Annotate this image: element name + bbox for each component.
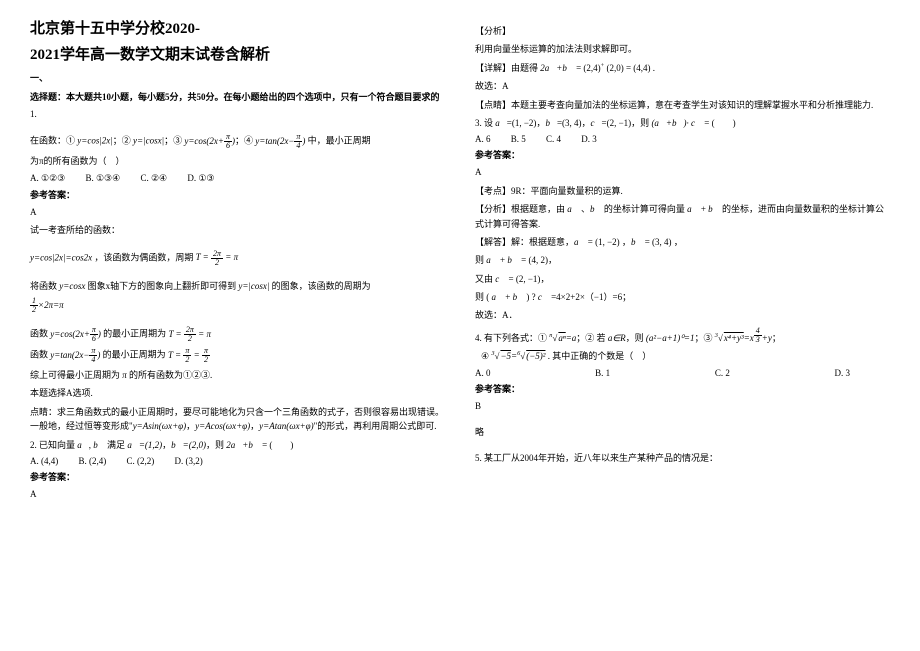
q1-exp3: 将函数 y=cosx 图象x轴下方的图象向上翻折即可得到 y=|cosx| 的图… — [30, 279, 445, 293]
q1-answer: A — [30, 205, 445, 219]
q3-exp-a: 【考点】9R：平面向量数量积的运算. — [475, 184, 890, 198]
doc-title-1: 北京第十五中学分校2020- — [30, 20, 445, 40]
q4-opt-a: A. 0 — [475, 368, 491, 378]
q2-exp-b: 利用向量坐标运算的加法法则求解即可。 — [475, 42, 890, 56]
q3-exp-d: 则 a⃗ + b⃗ = (4, 2)， — [475, 253, 890, 267]
q4-opt-c: C. 2 — [715, 368, 730, 378]
q1-line1: 在函数：① y=cos|2x|；② y=|cosx|；③ y=cos(2x+π6… — [30, 133, 445, 150]
doc-title-2: 2021学年高一数学文期末试卷含解析 — [30, 46, 445, 66]
q1-exp9: 点睛：求三角函数式的最小正周期时，要尽可能地化为只含一个三角函数的式子，否则很容… — [30, 405, 445, 434]
q1-options: A. ①②③ B. ①③④ C. ②④ D. ①③ — [30, 173, 445, 184]
q3-stem: 3. 设 a⃗=(1, −2)，b⃗=(3, 4)，c⃗=(2, −1)，则 (… — [475, 116, 890, 130]
q1-opt-b: B. ①③④ — [85, 173, 120, 184]
q2-answer: A — [30, 487, 445, 501]
q1-line2: 为π的所有函数为（ ） — [30, 154, 445, 168]
q3-answer: A — [475, 165, 890, 179]
page-body: 北京第十五中学分校2020- 2021学年高一数学文期末试卷含解析 一、 选择题… — [30, 20, 890, 505]
q3-exp-f: 则 ( a⃗ + b⃗ ) ? c⃗ =4×2+2×（−1）=6； — [475, 290, 890, 304]
q4-options: A. 0 B. 1 C. 2 D. 3 — [475, 368, 890, 378]
q2-stem: 2. 已知向量 a⃗, b⃗ 满足 a⃗=(1,2)，b⃗=(2,0)，则 2a… — [30, 438, 445, 452]
q1-opt-a: A. ①②③ — [30, 173, 65, 184]
q2-options: A. (4,4) B. (2,4) C. (2,2) D. (3,2) — [30, 456, 445, 466]
section-1-b: 选择题：本大题共10小题，每小题5分，共50分。在每小题给出的四个选项中，只有一… — [30, 90, 445, 103]
q4-stem-b: ④ 3√−5=6√(−5)² . 其中正确的个数是（ ） — [481, 349, 890, 363]
q3-opt-a: A. 6 — [475, 134, 491, 144]
q3-opt-b: B. 5 — [511, 134, 526, 144]
q2-exp-a: 【分析】 — [475, 24, 890, 38]
q4-stem-a: 4. 有下列各式：① n√aⁿ=a；② 若 a∈R，则 (a²−a+1)⁰=1；… — [475, 327, 890, 345]
q2-exp-c: 【详解】由题得 2a⃗+b⃗ = (2,4)+ (2,0) = (4,4) . — [475, 61, 890, 75]
q1-exp7: 综上可得最小正周期为 π 的所有函数为①②③. — [30, 368, 445, 382]
q3-opt-c: C. 4 — [546, 134, 561, 144]
q2-opt-d: D. (3,2) — [175, 456, 203, 466]
section-1-a: 一、 — [30, 71, 445, 84]
q2-opt-b: B. (2,4) — [79, 456, 107, 466]
q1-exp2: y=cos|2x|=cos2x ，该函数为偶函数，周期 T = 2π2 = π — [30, 250, 445, 267]
q4-ans-label: 参考答案： — [475, 382, 890, 395]
q1-opt-c: C. ②④ — [140, 173, 167, 184]
q3-exp-e: 又由 c⃗ = (2, −1)， — [475, 272, 890, 286]
q2-exp-d: 故选：A — [475, 79, 890, 93]
q3-exp-g: 故选：A． — [475, 308, 890, 322]
q3-options: A. 6 B. 5 C. 4 D. 3 — [475, 134, 890, 144]
column-left: 北京第十五中学分校2020- 2021学年高一数学文期末试卷含解析 一、 选择题… — [30, 20, 445, 505]
q1-number: 1. — [30, 107, 445, 121]
q1-ans-label: 参考答案： — [30, 188, 445, 201]
q3-opt-d: D. 3 — [581, 134, 597, 144]
q4-answer: B — [475, 399, 890, 413]
q2-opt-c: C. (2,2) — [127, 456, 155, 466]
q4-opt-d: D. 3 — [835, 368, 851, 378]
q4-exp: 略 — [475, 425, 890, 439]
q2-ans-label: 参考答案： — [30, 470, 445, 483]
q1-exp4: 12×2π=π — [30, 297, 445, 314]
q3-exp-c: 【解答】解：根据题意，a⃗ = (1, −2) ，b⃗ = (3, 4) ， — [475, 235, 890, 249]
q4-opt-b: B. 1 — [595, 368, 610, 378]
q2-opt-a: A. (4,4) — [30, 456, 58, 466]
q2-exp-e: 【点睛】本题主要考查向量加法的坐标运算，意在考查学生对该知识的理解掌握水平和分析… — [475, 98, 890, 112]
column-right: 【分析】 利用向量坐标运算的加法法则求解即可。 【详解】由题得 2a⃗+b⃗ =… — [475, 20, 890, 505]
q1-exp6: 函数 y=tan(2x−π4) 的最小正周期为 T = π2 = π2 — [30, 347, 445, 364]
q1-exp8: 本题选择A选项. — [30, 386, 445, 400]
q5-stem: 5. 某工厂从2004年开始，近八年以来生产某种产品的情况是： — [475, 451, 890, 465]
q1-opt-d: D. ①③ — [187, 173, 214, 184]
q3-ans-label: 参考答案： — [475, 148, 890, 161]
q1-exp1: 试一考查所给的函数： — [30, 223, 445, 237]
q3-exp-b: 【分析】根据题意，由 a⃗ 、b⃗ 的坐标计算可得向量 a⃗ + b⃗ 的坐标，… — [475, 202, 890, 231]
q1-exp5: 函数 y=cos(2x+π6) 的最小正周期为 T = 2π2 = π — [30, 326, 445, 343]
